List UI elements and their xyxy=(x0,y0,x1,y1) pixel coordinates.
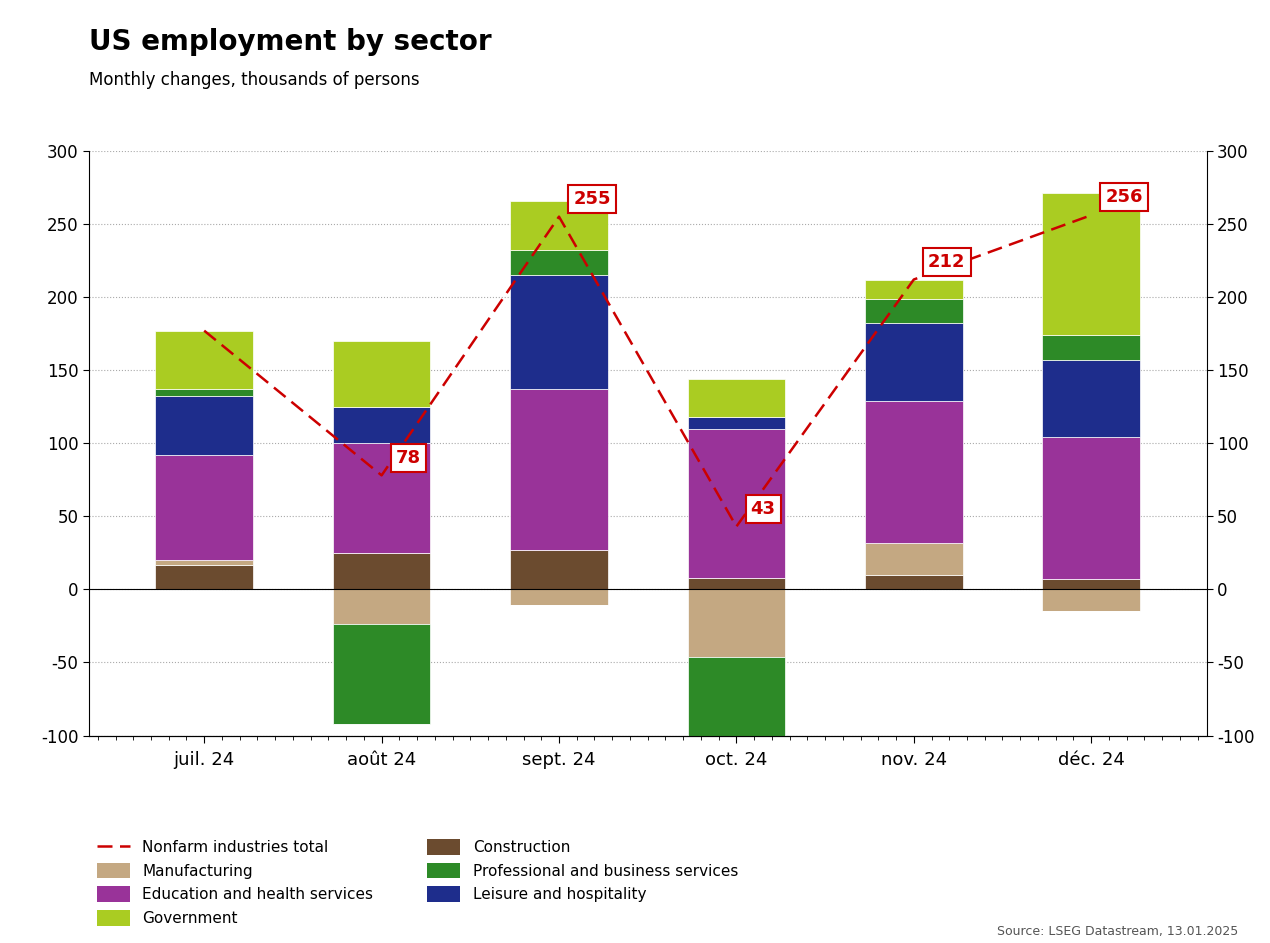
Bar xyxy=(687,379,785,417)
Text: US employment by sector: US employment by sector xyxy=(89,28,491,57)
Bar xyxy=(1043,193,1140,335)
Text: 255: 255 xyxy=(573,190,611,207)
Bar xyxy=(1043,589,1140,611)
Bar xyxy=(865,299,963,323)
Bar xyxy=(155,331,253,389)
Bar xyxy=(1043,579,1140,589)
Text: 78: 78 xyxy=(396,449,420,467)
Bar xyxy=(865,401,963,542)
Text: 256: 256 xyxy=(1105,189,1143,207)
Bar xyxy=(511,201,608,250)
Bar xyxy=(333,443,431,553)
Bar xyxy=(511,250,608,275)
Bar xyxy=(333,624,431,724)
Bar xyxy=(1043,438,1140,579)
Text: Source: LSEG Datastream, 13.01.2025: Source: LSEG Datastream, 13.01.2025 xyxy=(997,925,1238,938)
Bar xyxy=(865,279,963,299)
Bar xyxy=(511,550,608,589)
Text: 212: 212 xyxy=(928,253,965,271)
Bar xyxy=(155,389,253,396)
Bar xyxy=(155,455,253,560)
Bar xyxy=(511,389,608,550)
Bar xyxy=(687,578,785,589)
Bar xyxy=(865,323,963,401)
Bar xyxy=(687,589,785,656)
Bar xyxy=(687,656,785,737)
Legend: Nonfarm industries total, Manufacturing, Education and health services, Governme: Nonfarm industries total, Manufacturing,… xyxy=(97,839,738,926)
Bar xyxy=(865,574,963,589)
Text: 43: 43 xyxy=(751,500,776,518)
Bar xyxy=(865,542,963,574)
Bar xyxy=(333,589,431,624)
Bar xyxy=(155,396,253,455)
Bar xyxy=(333,340,431,406)
Text: Monthly changes, thousands of persons: Monthly changes, thousands of persons xyxy=(89,71,419,89)
Bar xyxy=(511,275,608,389)
Bar xyxy=(511,589,608,605)
Bar xyxy=(1043,335,1140,360)
Bar xyxy=(155,565,253,589)
Bar xyxy=(155,560,253,565)
Bar xyxy=(687,428,785,578)
Bar xyxy=(687,417,785,428)
Bar xyxy=(333,406,431,443)
Bar xyxy=(1043,360,1140,438)
Bar xyxy=(333,553,431,589)
